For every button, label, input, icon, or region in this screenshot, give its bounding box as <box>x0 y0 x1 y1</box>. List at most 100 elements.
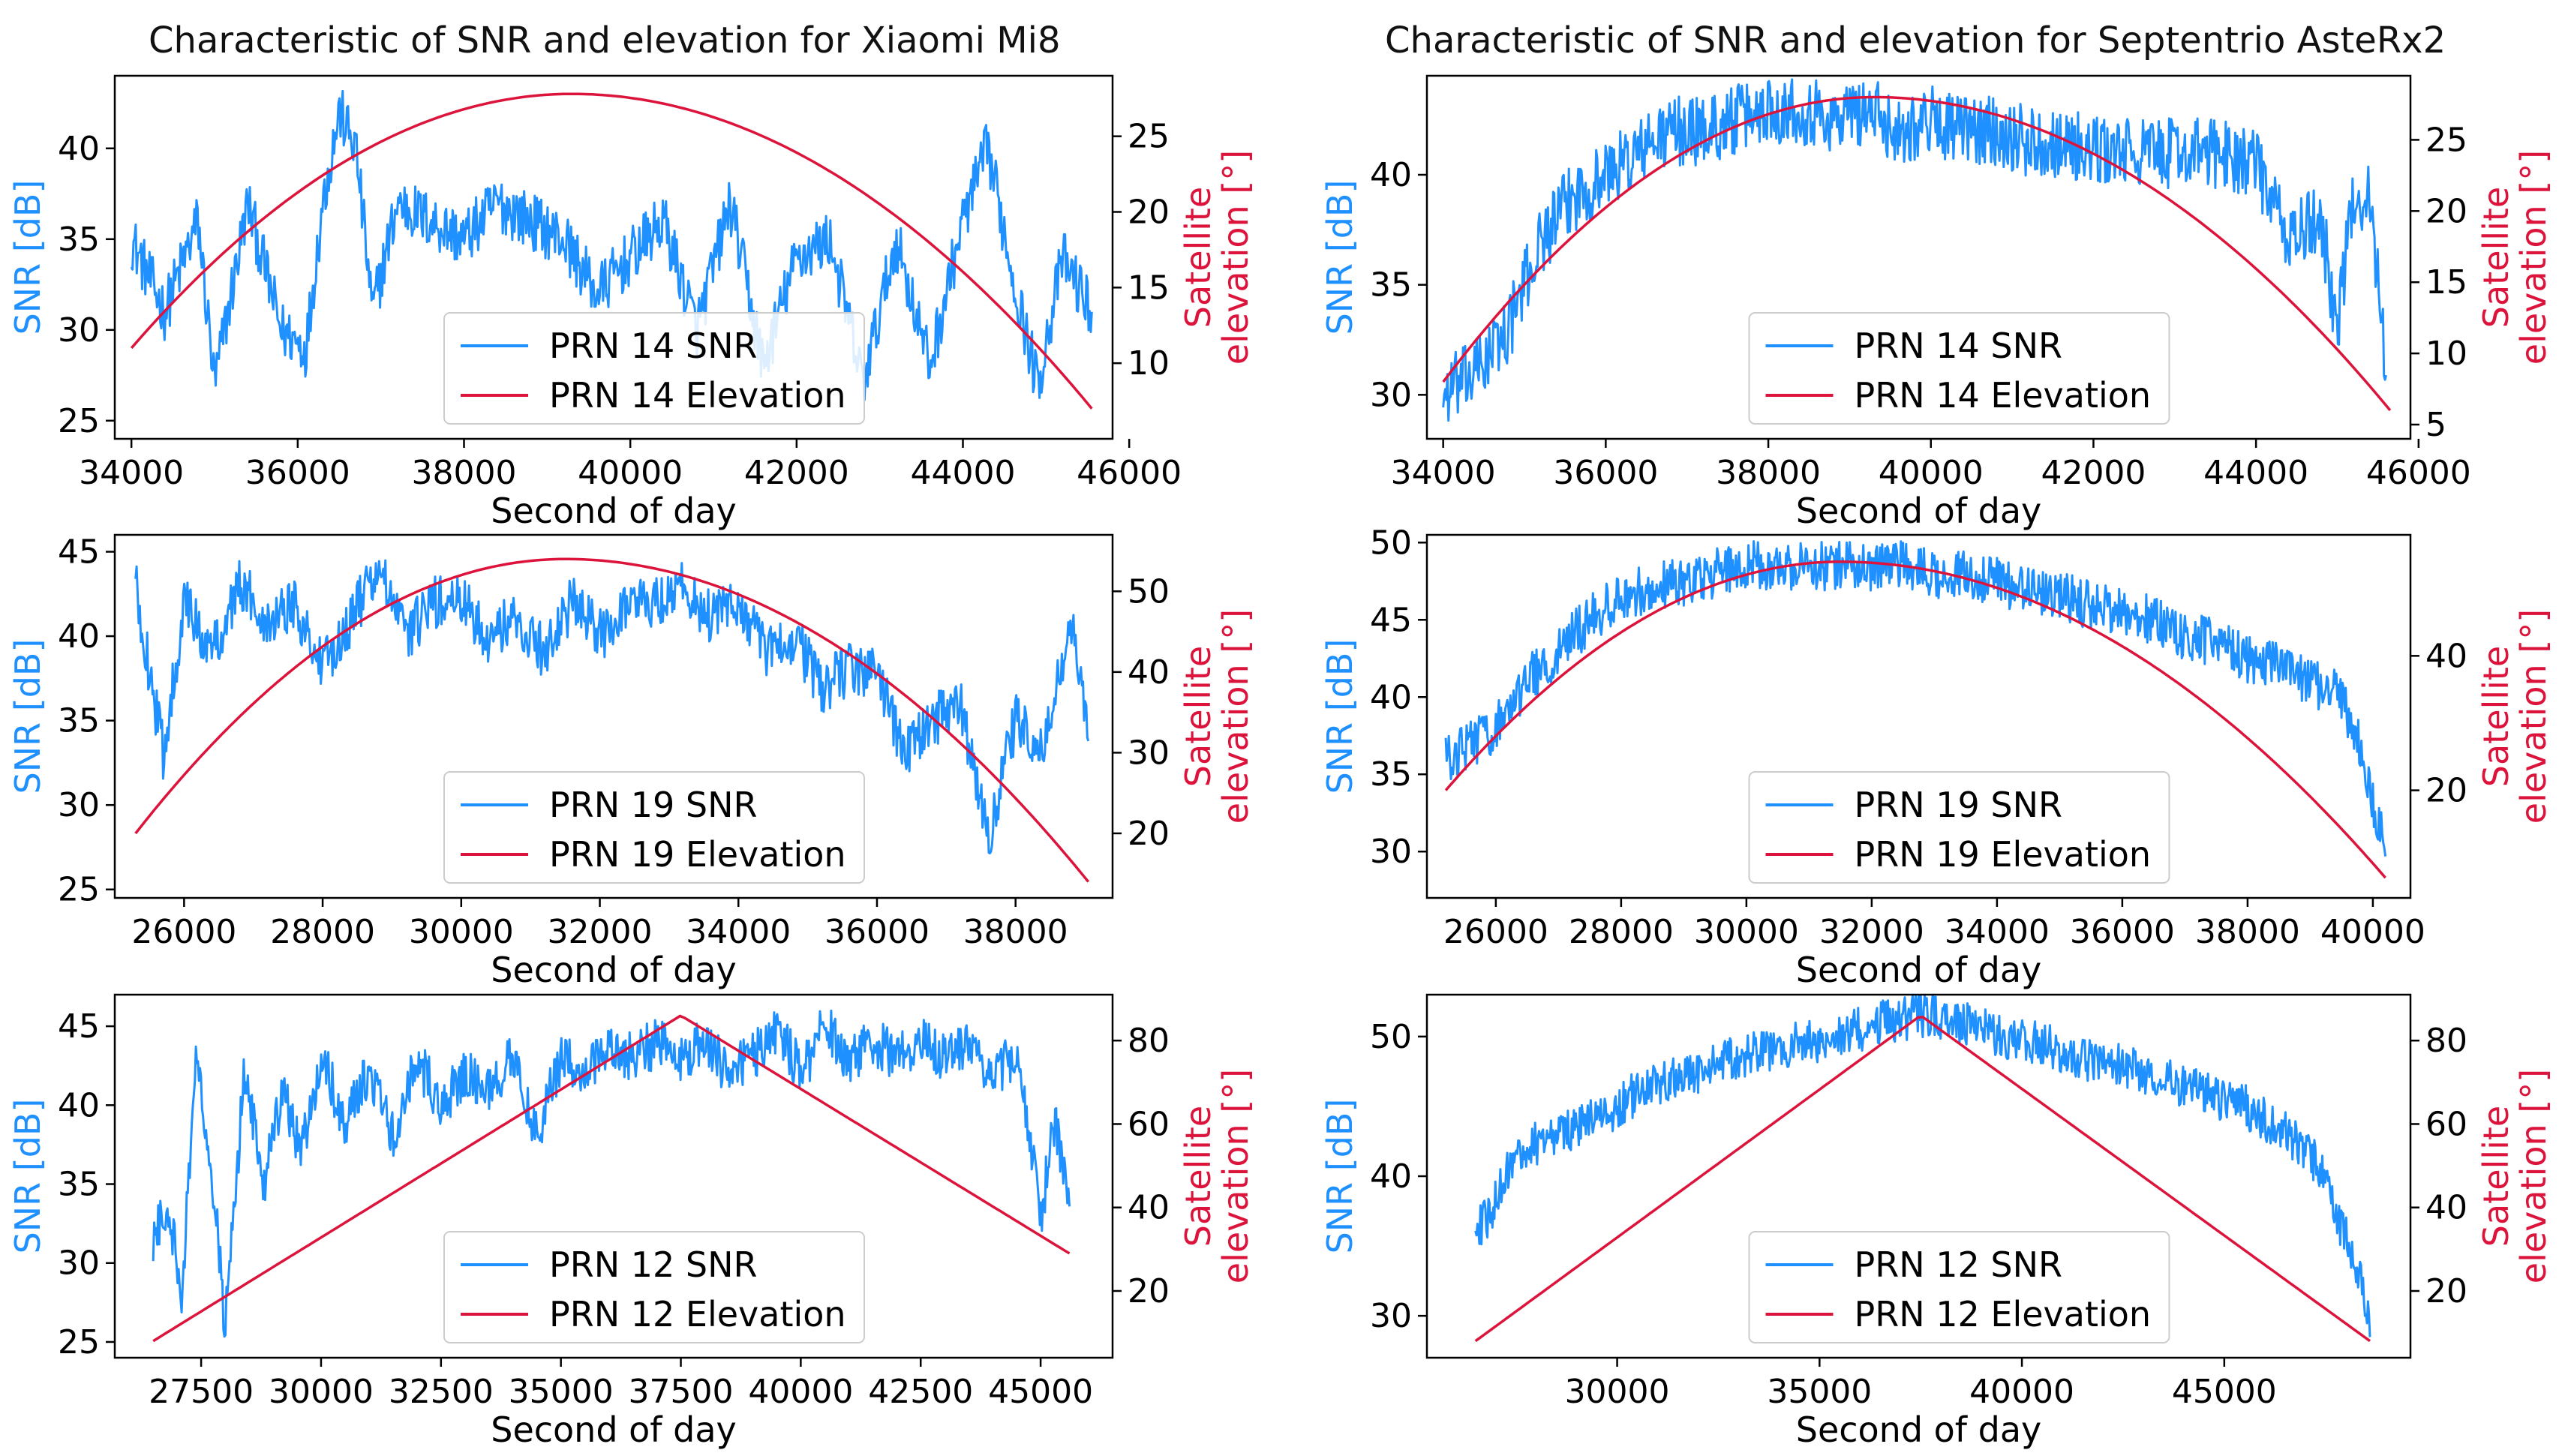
y-axis-label: SNR [dB] <box>1320 180 1360 335</box>
legend: PRN 19 SNR PRN 19 Elevation <box>443 771 865 884</box>
legend: PRN 14 SNR PRN 14 Elevation <box>443 312 865 425</box>
y-tick-label: 35 <box>58 1166 100 1204</box>
x-tick-label: 30000 <box>1694 913 1799 951</box>
y-tick-label: 35 <box>1370 266 1412 305</box>
y-tick-label: 25 <box>58 1323 100 1361</box>
y2-axis-label-line2: elevation [°] <box>2513 1069 2554 1283</box>
elevation-series-line <box>134 557 1090 883</box>
x-tick-label: 42500 <box>868 1373 973 1411</box>
x-tick-label: 34000 <box>1945 913 2050 951</box>
legend-box <box>443 771 865 884</box>
x-tick-label: 36000 <box>1553 454 1658 492</box>
legend-snr-label: PRN 12 SNR <box>1855 1244 2062 1285</box>
x-axis-label: Second of day <box>1796 491 2041 531</box>
legend-snr-label: PRN 14 SNR <box>1855 326 2062 366</box>
x-tick-label: 34000 <box>79 454 184 492</box>
y2-tick-label: 60 <box>1128 1105 1170 1143</box>
legend-box <box>1748 1231 2170 1343</box>
legend-elevation-label: PRN 12 Elevation <box>549 1294 846 1334</box>
legend-snr-label: PRN 12 SNR <box>549 1244 757 1285</box>
legend-elevation-label: PRN 19 Elevation <box>1855 834 2152 875</box>
y2-axis-label-line2: elevation [°] <box>1215 1069 1256 1283</box>
y-tick-label: 40 <box>58 1086 100 1124</box>
y2-tick-label: 15 <box>1128 269 1170 307</box>
y2-tick-label: 40 <box>1128 1189 1170 1227</box>
x-axis-label: Second of day <box>491 491 736 531</box>
y2-tick-label: 40 <box>2425 1189 2467 1227</box>
legend: PRN 12 SNR PRN 12 Elevation <box>443 1231 865 1343</box>
elevation-series-line <box>1442 95 2392 412</box>
y2-tick-label: 80 <box>2425 1022 2467 1060</box>
y2-tick-label: 20 <box>2425 772 2467 810</box>
elevation-series-line <box>130 92 1093 410</box>
x-tick-label: 30000 <box>1565 1373 1670 1411</box>
x-tick-label: 36000 <box>2070 913 2175 951</box>
plot-frame <box>1425 74 2412 440</box>
y-tick-label: 30 <box>1370 833 1412 871</box>
x-tick-label: 40000 <box>1969 1373 2074 1411</box>
x-tick-label: 40000 <box>1879 454 1984 492</box>
y2-axis-label-line2: elevation [°] <box>1215 609 1256 824</box>
y-tick-label: 30 <box>1370 1297 1412 1335</box>
x-tick-label: 30000 <box>269 1373 374 1411</box>
x-tick-label: 32000 <box>1819 913 1924 951</box>
y-tick-label: 45 <box>58 1007 100 1046</box>
y2-tick-label: 20 <box>1128 194 1170 232</box>
y-tick-label: 30 <box>58 786 100 824</box>
x-tick-label: 45000 <box>988 1373 1093 1411</box>
x-tick-label: 34000 <box>686 913 791 951</box>
plot-frame <box>113 533 1114 899</box>
x-tick-label: 45000 <box>2172 1373 2277 1411</box>
x-tick-label: 44000 <box>911 454 1016 492</box>
x-tick-label: 38000 <box>412 454 517 492</box>
y-tick-label: 35 <box>58 221 100 259</box>
y-tick-label: 35 <box>58 702 100 740</box>
y-axis-label: SNR [dB] <box>1320 639 1360 794</box>
y2-tick-label: 15 <box>2425 263 2467 302</box>
y2-axis-label-line2: elevation [°] <box>1215 150 1256 365</box>
y-tick-label: 50 <box>1370 1018 1412 1056</box>
x-tick-label: 38000 <box>963 913 1068 951</box>
x-tick-label: 37500 <box>629 1373 734 1411</box>
y-axis-label: SNR [dB] <box>8 639 48 794</box>
y2-axis-label-line1: Satellite <box>2476 187 2516 328</box>
x-tick-label: 36000 <box>245 454 350 492</box>
legend: PRN 12 SNR PRN 12 Elevation <box>1748 1231 2170 1343</box>
x-tick-label: 40000 <box>748 1373 853 1411</box>
legend-elevation-label: PRN 14 Elevation <box>1855 375 2152 416</box>
left-column-title: Characteristic of SNR and elevation for … <box>149 20 1061 62</box>
right-column-title: Characteristic of SNR and elevation for … <box>1385 20 2446 62</box>
x-tick-label: 46000 <box>1077 454 1182 492</box>
x-axis-label: Second of day <box>1796 950 2041 990</box>
plot-frame <box>113 993 1114 1359</box>
x-tick-label: 38000 <box>2195 913 2300 951</box>
y-tick-label: 50 <box>1370 524 1412 562</box>
y-tick-label: 40 <box>1370 156 1412 194</box>
y2-tick-label: 80 <box>1128 1022 1170 1060</box>
x-tick-label: 26000 <box>1443 913 1548 951</box>
y-tick-label: 40 <box>1370 1157 1412 1196</box>
legend-snr-label: PRN 14 SNR <box>549 326 757 366</box>
elevation-series-line <box>1444 560 2386 879</box>
x-tick-label: 28000 <box>1569 913 1674 951</box>
x-tick-label: 27500 <box>149 1373 254 1411</box>
x-tick-label: 30000 <box>409 913 514 951</box>
y2-tick-label: 10 <box>2425 335 2467 373</box>
chart-panel-1: 34000 36000 38000 40000 42000 44000 46000 30 35 4… <box>1320 74 2554 531</box>
x-tick-label: 34000 <box>1391 454 1496 492</box>
y-tick-label: 45 <box>1370 601 1412 639</box>
legend-elevation-label: PRN 14 Elevation <box>549 375 846 416</box>
x-tick-label: 40000 <box>2320 913 2425 951</box>
y2-tick-label: 40 <box>1128 653 1170 692</box>
legend-snr-label: PRN 19 SNR <box>1855 785 2062 825</box>
y-tick-label: 30 <box>58 1244 100 1283</box>
y-tick-label: 40 <box>1370 678 1412 716</box>
snr-series-line <box>1442 78 2387 422</box>
x-tick-label: 46000 <box>2366 454 2471 492</box>
elevation-series-line <box>1474 1016 2371 1343</box>
x-axis-label: Second of day <box>1796 1409 2041 1450</box>
y2-axis-label-line2: elevation [°] <box>2513 150 2554 365</box>
snr-series-line <box>152 1009 1071 1338</box>
legend-box <box>1748 771 2170 884</box>
